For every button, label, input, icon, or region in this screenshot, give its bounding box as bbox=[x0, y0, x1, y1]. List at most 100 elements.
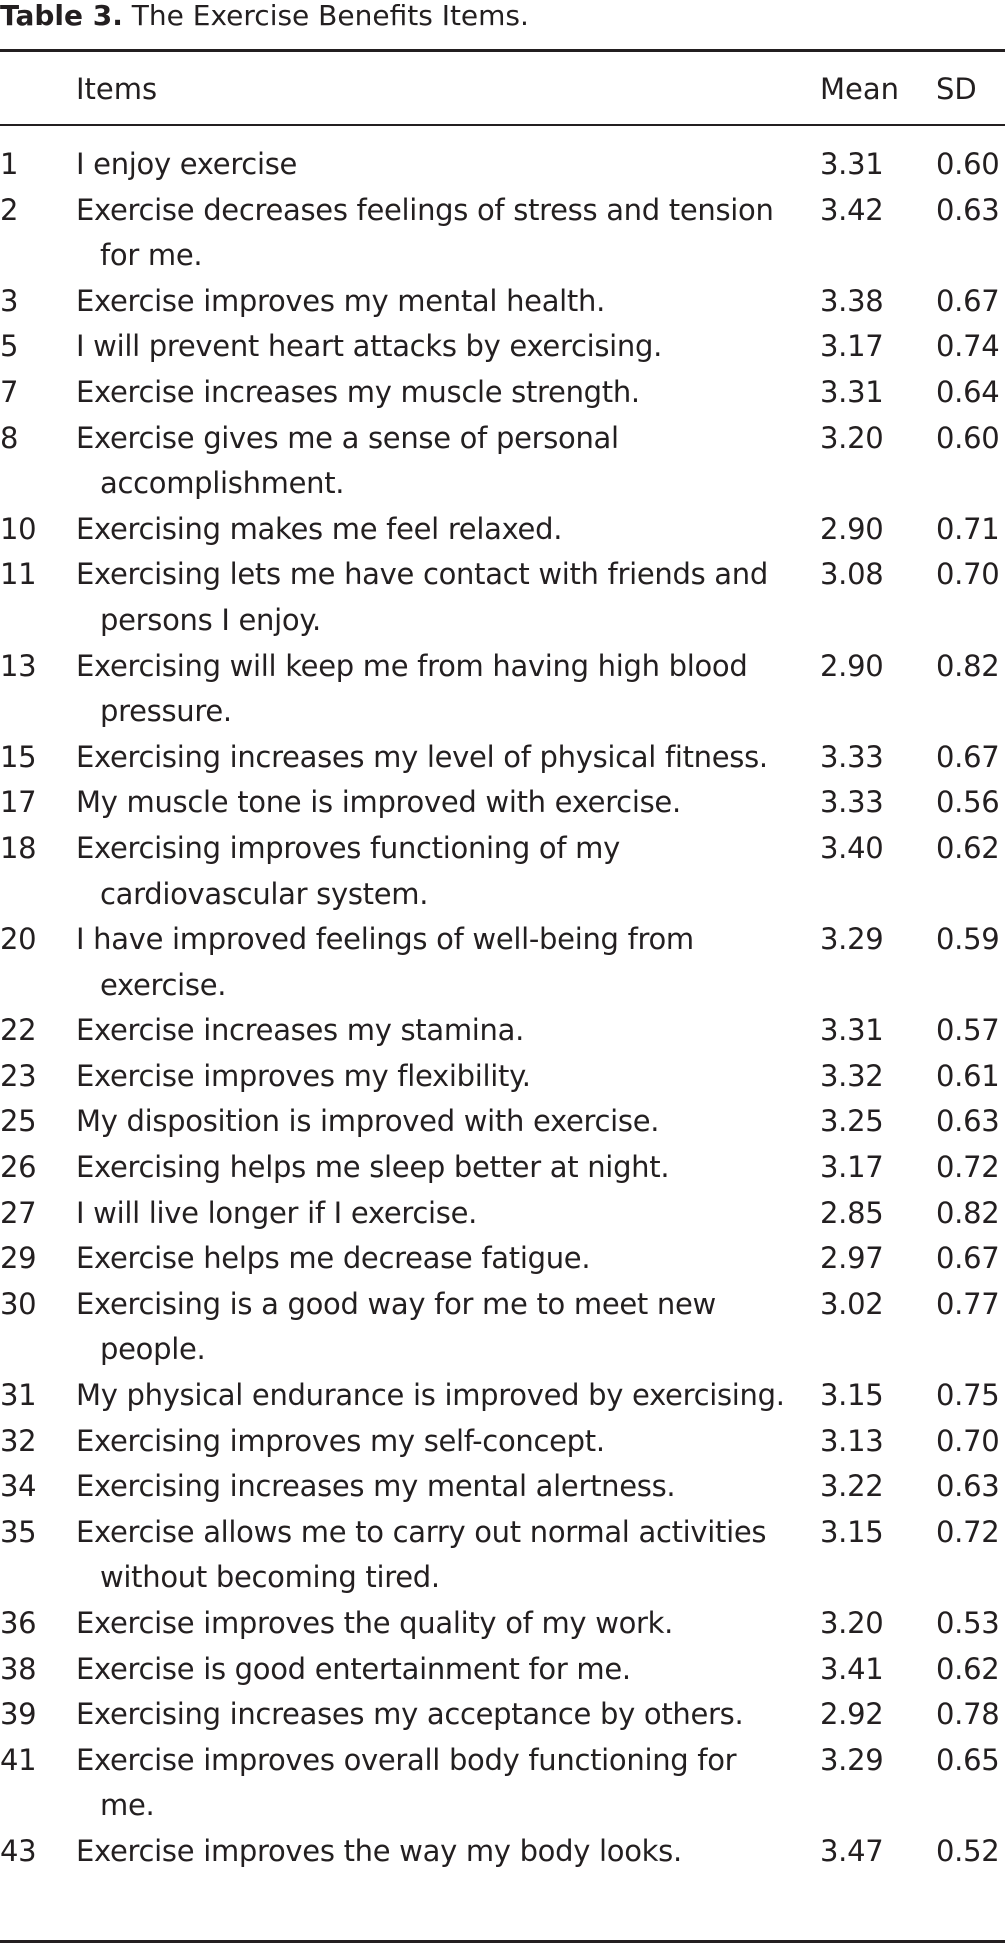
item-mean: 3.47 bbox=[820, 1833, 884, 1868]
item-text: I will prevent heart attacks by exercisi… bbox=[76, 329, 663, 364]
table-row: 34 Exercising increases my mental alertne… bbox=[0, 1464, 1005, 1510]
item-sd: 0.62 bbox=[936, 830, 1000, 865]
item-sd: 0.74 bbox=[936, 329, 1000, 364]
table-row: 3 Exercise improves my mental health. 3.38… bbox=[0, 279, 1005, 325]
item-text: Exercise increases my stamina. bbox=[76, 1013, 525, 1048]
table-row: 35 Exercise allows me to carry out normal… bbox=[0, 1510, 1005, 1601]
table-row: 32 Exercising improves my self-concept. 3.… bbox=[0, 1419, 1005, 1465]
table-row: 2 Exercise decreases feelings of stress a… bbox=[0, 188, 1005, 279]
item-text: Exercising makes me feel relaxed. bbox=[76, 511, 563, 546]
item-text: Exercise allows me to carry out normal a… bbox=[76, 1514, 767, 1595]
table-row: 1 I enjoy exercise 3.31 0.60 bbox=[0, 142, 1005, 188]
item-number: 3 bbox=[0, 283, 19, 318]
item-sd: 0.56 bbox=[936, 785, 1000, 820]
table-row: 10 Exercising makes me feel relaxed. 2.90 0… bbox=[0, 507, 1005, 553]
item-sd: 0.67 bbox=[936, 1241, 1000, 1276]
item-number: 34 bbox=[0, 1469, 37, 1504]
table-row: 20 I have improved feelings of well-being… bbox=[0, 917, 1005, 1008]
item-sd: 0.82 bbox=[936, 1195, 1000, 1230]
item-mean: 3.08 bbox=[820, 557, 884, 592]
item-mean: 3.33 bbox=[820, 739, 884, 774]
item-number: 22 bbox=[0, 1013, 37, 1048]
item-sd: 0.65 bbox=[936, 1742, 1000, 1777]
item-text: Exercising is a good way for me to meet … bbox=[76, 1286, 716, 1367]
item-sd: 0.59 bbox=[936, 922, 1000, 957]
table-caption-label: Table 3. bbox=[0, 0, 123, 32]
table-row: 5 I will prevent heart attacks by exercis… bbox=[0, 324, 1005, 370]
item-number: 18 bbox=[0, 830, 37, 865]
table-body: 1 I enjoy exercise 3.31 0.60 2 Exercise decre… bbox=[0, 142, 1005, 1875]
item-number: 23 bbox=[0, 1058, 37, 1093]
item-number: 25 bbox=[0, 1104, 37, 1139]
table-top-rule bbox=[0, 49, 1005, 52]
table-row: 30 Exercising is a good way for me to mee… bbox=[0, 1282, 1005, 1373]
item-mean: 3.31 bbox=[820, 1013, 884, 1048]
table-row: 13 Exercising will keep me from having hi… bbox=[0, 644, 1005, 735]
item-sd: 0.82 bbox=[936, 648, 1000, 683]
item-mean: 3.40 bbox=[820, 830, 884, 865]
item-sd: 0.61 bbox=[936, 1058, 1000, 1093]
item-mean: 2.92 bbox=[820, 1697, 884, 1732]
item-number: 20 bbox=[0, 922, 37, 957]
item-text: Exercise improves overall body functioni… bbox=[76, 1742, 737, 1823]
header-mean: Mean bbox=[820, 72, 900, 106]
item-sd: 0.67 bbox=[936, 283, 1000, 318]
item-mean: 3.20 bbox=[820, 1606, 884, 1640]
table-row: 11 Exercising lets me have contact with f… bbox=[0, 552, 1005, 643]
item-text: Exercising lets me have contact with fri… bbox=[76, 557, 768, 637]
item-mean: 3.13 bbox=[820, 1423, 884, 1458]
table-row: 27 I will live longer if I exercise. 2.85 0… bbox=[0, 1191, 1005, 1237]
item-number: 2 bbox=[0, 192, 19, 227]
table-row: 31 My physical endurance is improved by e… bbox=[0, 1373, 1005, 1419]
item-text: Exercise improves my flexibility. bbox=[76, 1058, 531, 1093]
item-sd: 0.57 bbox=[936, 1013, 1000, 1048]
item-mean: 3.29 bbox=[820, 922, 884, 957]
table-row: 7 Exercise increases my muscle strength. 3… bbox=[0, 370, 1005, 416]
item-text: Exercise improves the way my body looks. bbox=[76, 1833, 682, 1868]
item-number: 13 bbox=[0, 648, 37, 683]
item-text: Exercising will keep me from having high… bbox=[76, 648, 748, 729]
item-text: Exercising helps me sleep better at nigh… bbox=[76, 1150, 670, 1185]
item-sd: 0.77 bbox=[936, 1286, 1000, 1321]
item-sd: 0.52 bbox=[936, 1833, 1000, 1868]
item-mean: 3.33 bbox=[820, 785, 884, 820]
header-sd: SD bbox=[936, 72, 977, 106]
item-sd: 0.70 bbox=[936, 557, 1000, 592]
item-text: I have improved feelings of well-being f… bbox=[76, 922, 694, 1002]
table-header-row: Items Mean SD bbox=[0, 69, 1005, 109]
item-number: 36 bbox=[0, 1606, 37, 1640]
table-header-rule bbox=[0, 124, 1005, 126]
header-items: Items bbox=[76, 72, 158, 106]
item-text: Exercise improves the quality of my work… bbox=[76, 1606, 674, 1640]
item-number: 29 bbox=[0, 1241, 37, 1276]
table-row: 38 Exercise is good entertainment for me.… bbox=[0, 1647, 1005, 1693]
item-mean: 3.15 bbox=[820, 1514, 884, 1549]
item-text: I enjoy exercise bbox=[76, 147, 298, 181]
item-number: 1 bbox=[0, 147, 19, 181]
item-text: I will live longer if I exercise. bbox=[76, 1195, 478, 1230]
table-row: 36 Exercise improves the quality of my wo… bbox=[0, 1601, 1005, 1647]
item-number: 43 bbox=[0, 1833, 37, 1868]
item-mean: 2.85 bbox=[820, 1195, 884, 1230]
table-row: 26 Exercising helps me sleep better at ni… bbox=[0, 1145, 1005, 1191]
item-sd: 0.62 bbox=[936, 1651, 1000, 1686]
item-text: Exercising improves functioning of my ca… bbox=[76, 830, 620, 911]
item-sd: 0.67 bbox=[936, 739, 1000, 774]
item-text: Exercising improves my self-concept. bbox=[76, 1423, 605, 1458]
item-number: 26 bbox=[0, 1150, 37, 1185]
item-sd: 0.60 bbox=[936, 420, 1000, 455]
item-text: Exercising increases my acceptance by ot… bbox=[76, 1697, 744, 1732]
item-sd: 0.53 bbox=[936, 1606, 1000, 1640]
item-mean: 2.90 bbox=[820, 648, 884, 683]
item-number: 5 bbox=[0, 329, 19, 364]
item-sd: 0.71 bbox=[936, 511, 1000, 546]
item-number: 11 bbox=[0, 557, 37, 592]
item-number: 39 bbox=[0, 1697, 37, 1732]
item-mean: 3.31 bbox=[820, 374, 884, 409]
table-row: 8 Exercise gives me a sense of personal a… bbox=[0, 416, 1005, 507]
table-row: 41 Exercise improves overall body functio… bbox=[0, 1738, 1005, 1829]
item-text: Exercise is good entertainment for me. bbox=[76, 1651, 631, 1686]
item-number: 27 bbox=[0, 1195, 37, 1230]
item-sd: 0.63 bbox=[936, 192, 1000, 227]
